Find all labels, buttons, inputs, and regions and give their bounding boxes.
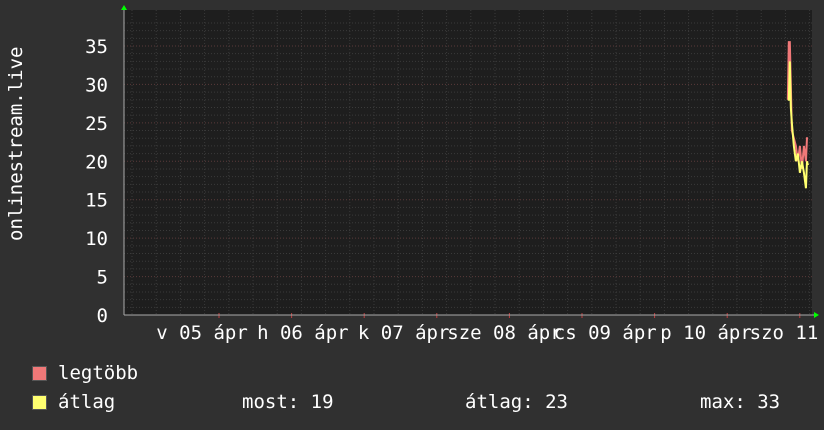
legend-swatch-legtobb [32,366,47,381]
x-tick-label: cs 09 ápr [554,322,657,344]
y-tick-label: 10 [85,228,108,250]
x-tick-label: p 10 ápr [660,322,752,344]
y-tick-label: 30 [85,74,108,96]
x-tick-label: k 07 ápr [358,322,450,344]
y-tick-label: 25 [85,113,108,135]
x-tick-label: h 06 ápr [257,322,349,344]
x-tick-label: v 05 ápr [156,322,248,344]
y-axis-arrow-icon [121,5,127,10]
stat-most: most: 19 [242,391,334,413]
x-tick-label: szo 11 ápr [750,322,824,344]
y-tick-label: 20 [85,151,108,173]
legend-label-legtobb: legtöbb [58,362,139,384]
x-axis-arrow-icon [814,312,819,318]
stat-max: max: 33 [700,391,781,413]
y-axis-label: onlinestream.live [5,46,27,241]
legend-label-atlag: átlag [58,391,116,413]
stat-atlag: átlag: 23 [465,391,568,413]
y-tick-label: 5 [97,267,108,289]
y-tick-label: 15 [85,190,108,212]
x-tick-label: sze 08 ápr [447,322,561,344]
legend-swatch-atlag [32,395,47,410]
plot-background [124,10,812,315]
series-line-atlag [787,61,809,189]
y-tick-label: 0 [97,305,108,327]
y-tick-label: 35 [85,36,108,58]
